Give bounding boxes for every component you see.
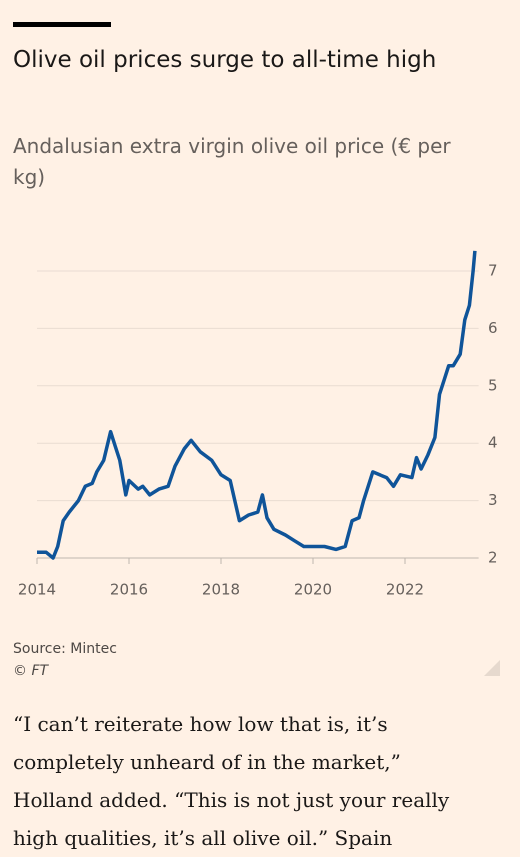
paragraph-line: Holland added. “This is not just your re…	[13, 788, 450, 812]
chart-subtitle: Andalusian extra virgin olive oil price …	[13, 134, 451, 189]
resize-icon	[484, 660, 500, 676]
x-tick-label: 2020	[294, 581, 332, 599]
chart-title: Olive oil prices surge to all-time high	[13, 47, 437, 73]
x-tick-label: 2016	[110, 581, 148, 599]
x-tick-label: 2022	[386, 581, 424, 599]
y-tick-label: 3	[488, 491, 498, 509]
x-tick-label: 2014	[18, 581, 56, 599]
source: Source: Mintec	[13, 641, 117, 657]
paragraph-line: “I can’t reiterate how low that is, it’s	[13, 712, 388, 736]
price-line	[37, 250, 477, 560]
credit: © FT	[13, 663, 49, 679]
x-tick-label: 2018	[202, 581, 240, 599]
y-tick-label: 6	[488, 319, 498, 337]
y-tick-label: 5	[488, 376, 498, 394]
header-rule	[13, 22, 111, 27]
paragraph-line: completely unheard of in the market,”	[13, 750, 401, 774]
y-tick-label: 4	[488, 434, 498, 452]
article: “I can’t reiterate how low that is, it’s…	[13, 705, 513, 857]
y-tick-label: 2	[488, 549, 498, 567]
paragraph-line: high qualities, it’s all olive oil.” Spa…	[13, 826, 393, 850]
y-tick-label: 7	[488, 262, 498, 280]
